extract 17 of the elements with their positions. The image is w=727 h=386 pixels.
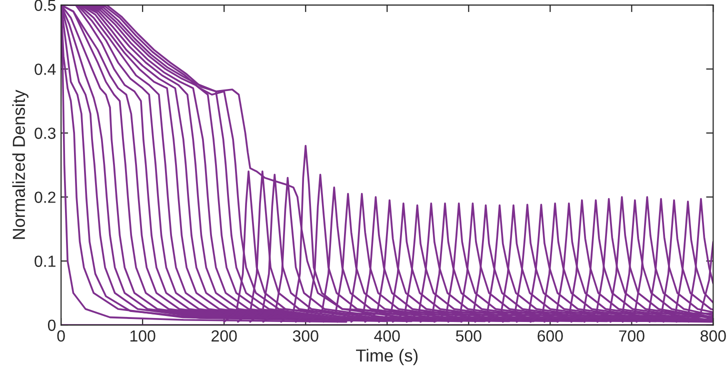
y-axis-title: Normalized Density xyxy=(12,90,28,239)
y-tick-label: 0.2 xyxy=(34,192,56,203)
x-tick-label: 500 xyxy=(456,330,482,342)
x-tick-label: 600 xyxy=(538,330,563,342)
y-tick-label: 0.4 xyxy=(34,64,56,75)
x-tick-label: 0 xyxy=(57,330,65,342)
x-tick-label: 700 xyxy=(619,330,644,342)
y-tick-label: 0.5 xyxy=(34,0,56,11)
x-tick-label: 300 xyxy=(292,330,318,342)
y-tick-label: 0 xyxy=(48,320,56,331)
y-tick-label: 0.3 xyxy=(34,128,56,139)
x-tick-label: 400 xyxy=(374,330,400,342)
x-tick-label: 100 xyxy=(130,330,156,342)
x-tick-label: 200 xyxy=(212,330,237,342)
x-tick-label: 800 xyxy=(700,330,726,342)
y-tick-label: 0.1 xyxy=(34,256,56,267)
x-axis-title: Time (s) xyxy=(356,348,418,366)
